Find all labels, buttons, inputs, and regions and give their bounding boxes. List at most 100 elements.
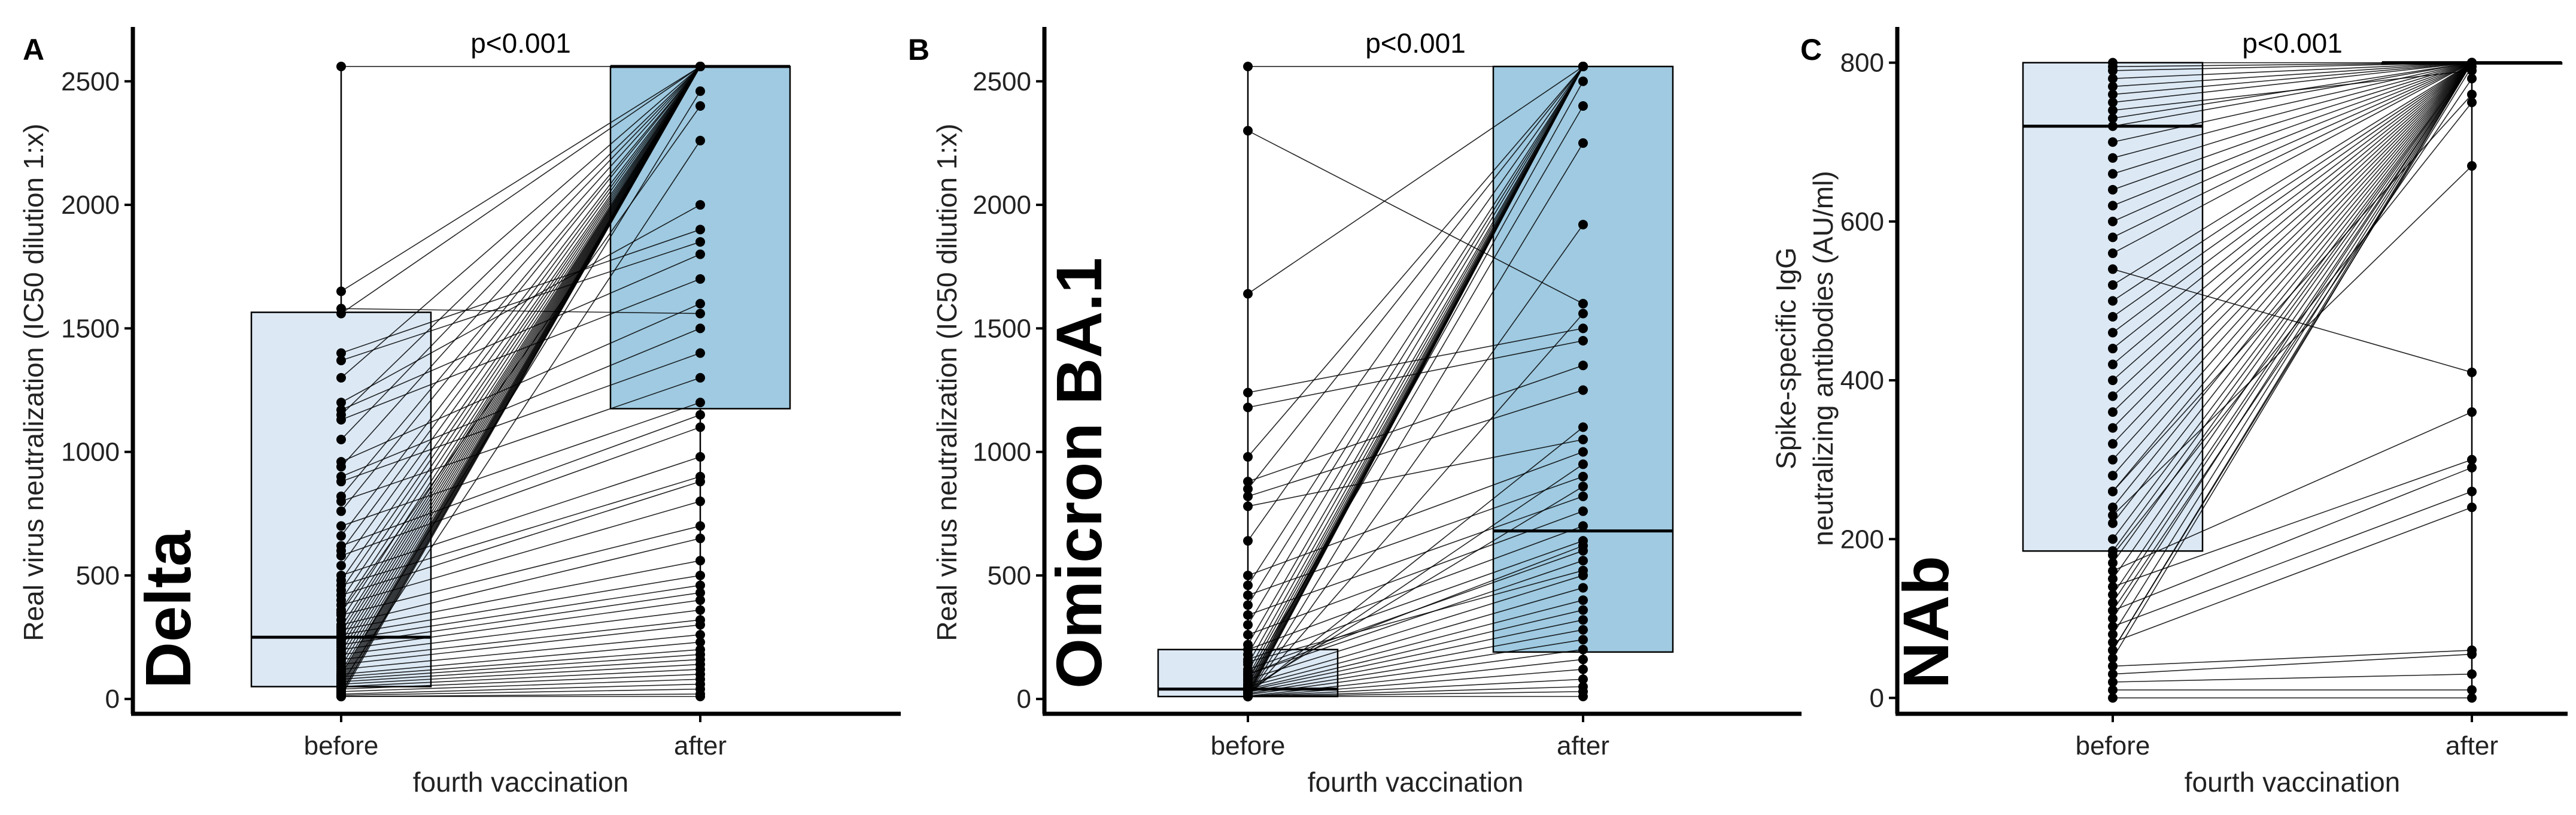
pair-line: [2112, 62, 2472, 603]
point-before: [336, 669, 346, 679]
pair-line: [1247, 496, 1584, 616]
point-before: [1243, 402, 1253, 413]
pair-line: [1247, 66, 1584, 655]
p-value: p<0.001: [1365, 28, 1466, 59]
pair-line: [2112, 62, 2472, 540]
point-before: [2108, 486, 2118, 496]
point-after: [1578, 459, 1588, 469]
pair-line: [2112, 62, 2472, 71]
point-before: [2108, 534, 2118, 544]
pair-line: [2112, 102, 2472, 556]
pair-line: [1247, 587, 1584, 685]
pair-line: [341, 66, 701, 537]
y-tick-label: 2000: [973, 190, 1031, 220]
pair-line: [2112, 490, 2472, 627]
pair-line: [341, 66, 701, 611]
point-before: [1243, 620, 1253, 630]
pair-line: [1247, 545, 1584, 675]
pair-line: [341, 456, 701, 576]
pair-line: [341, 66, 701, 440]
point-before: [1243, 536, 1253, 546]
point-before: [2108, 407, 2118, 417]
point-before: [2108, 248, 2118, 258]
y-tick-label: 500: [988, 561, 1031, 590]
pair-line: [2112, 467, 2472, 611]
point-after: [1578, 506, 1588, 516]
point-before: [2108, 81, 2118, 92]
point-after: [695, 398, 705, 408]
y-tick-label: 0: [1017, 684, 1031, 714]
point-after: [695, 86, 705, 96]
point-before: [336, 477, 346, 487]
point-before: [1243, 289, 1253, 299]
point-before: [2108, 423, 2118, 433]
point-after: [1578, 481, 1588, 492]
point-after: [1578, 62, 1588, 72]
point-before: [2108, 605, 2118, 616]
point-before: [2108, 685, 2118, 695]
pair-line: [2112, 62, 2472, 659]
point-after: [1578, 644, 1588, 655]
pair-line: [2112, 62, 2472, 552]
pair-line: [1247, 313, 1584, 697]
point-before: [2108, 97, 2118, 107]
pair-line: [1247, 619, 1584, 691]
point-after: [2467, 502, 2477, 513]
pair-line: [2112, 62, 2472, 119]
point-before: [2108, 598, 2118, 608]
point-after: [1578, 674, 1588, 684]
point-before: [336, 62, 346, 72]
point-after: [695, 637, 705, 647]
point-after: [1578, 308, 1588, 319]
point-before: [2108, 184, 2118, 195]
point-before: [2108, 391, 2118, 401]
pair-line: [341, 414, 701, 547]
pair-line: [2112, 62, 2472, 159]
pair-line: [1247, 510, 1584, 635]
point-before: [336, 286, 346, 296]
point-before: [2108, 121, 2118, 131]
point-before: [1243, 580, 1253, 590]
point-after: [695, 452, 705, 462]
point-after: [2467, 455, 2477, 465]
pair-line: [2112, 62, 2472, 317]
point-after: [2467, 89, 2477, 99]
pair-line: [341, 204, 701, 403]
pair-line: [2112, 62, 2472, 381]
pair-line: [2112, 62, 2472, 476]
point-after: [2467, 407, 2477, 417]
pair-line: [341, 66, 701, 314]
y-axis-title: Real virus neutralization (IC50 dilution…: [931, 123, 962, 641]
pair-line: [2112, 62, 2472, 302]
panel-letter: B: [908, 33, 929, 66]
pair-line: [1247, 105, 1584, 680]
point-before: [2108, 629, 2118, 640]
panel-letter: A: [23, 33, 44, 66]
y-tick-label: 500: [76, 561, 120, 590]
pair-line: [2112, 62, 2472, 222]
pair-line: [1247, 575, 1584, 680]
point-after: [1578, 422, 1588, 432]
pair-line: [341, 619, 701, 661]
pair-line: [341, 66, 701, 581]
point-after: [695, 556, 705, 566]
pair-line: [341, 66, 701, 566]
point-before: [1243, 570, 1253, 580]
point-after: [695, 570, 705, 580]
y-tick-label: 1000: [61, 438, 120, 467]
point-after: [1578, 220, 1588, 230]
pair-line: [2112, 653, 2472, 675]
pair-line: [2112, 411, 2472, 572]
pair-line: [341, 66, 701, 591]
pair-line: [341, 140, 701, 684]
pair-line: [1247, 463, 1584, 692]
pair-line: [1247, 569, 1584, 663]
pair-line: [2112, 459, 2472, 587]
pair-line: [2112, 62, 2472, 207]
point-before: [2108, 590, 2118, 600]
point-before: [1243, 669, 1253, 679]
pair-line: [341, 584, 701, 641]
point-after: [1578, 435, 1588, 445]
pair-line: [341, 663, 701, 685]
